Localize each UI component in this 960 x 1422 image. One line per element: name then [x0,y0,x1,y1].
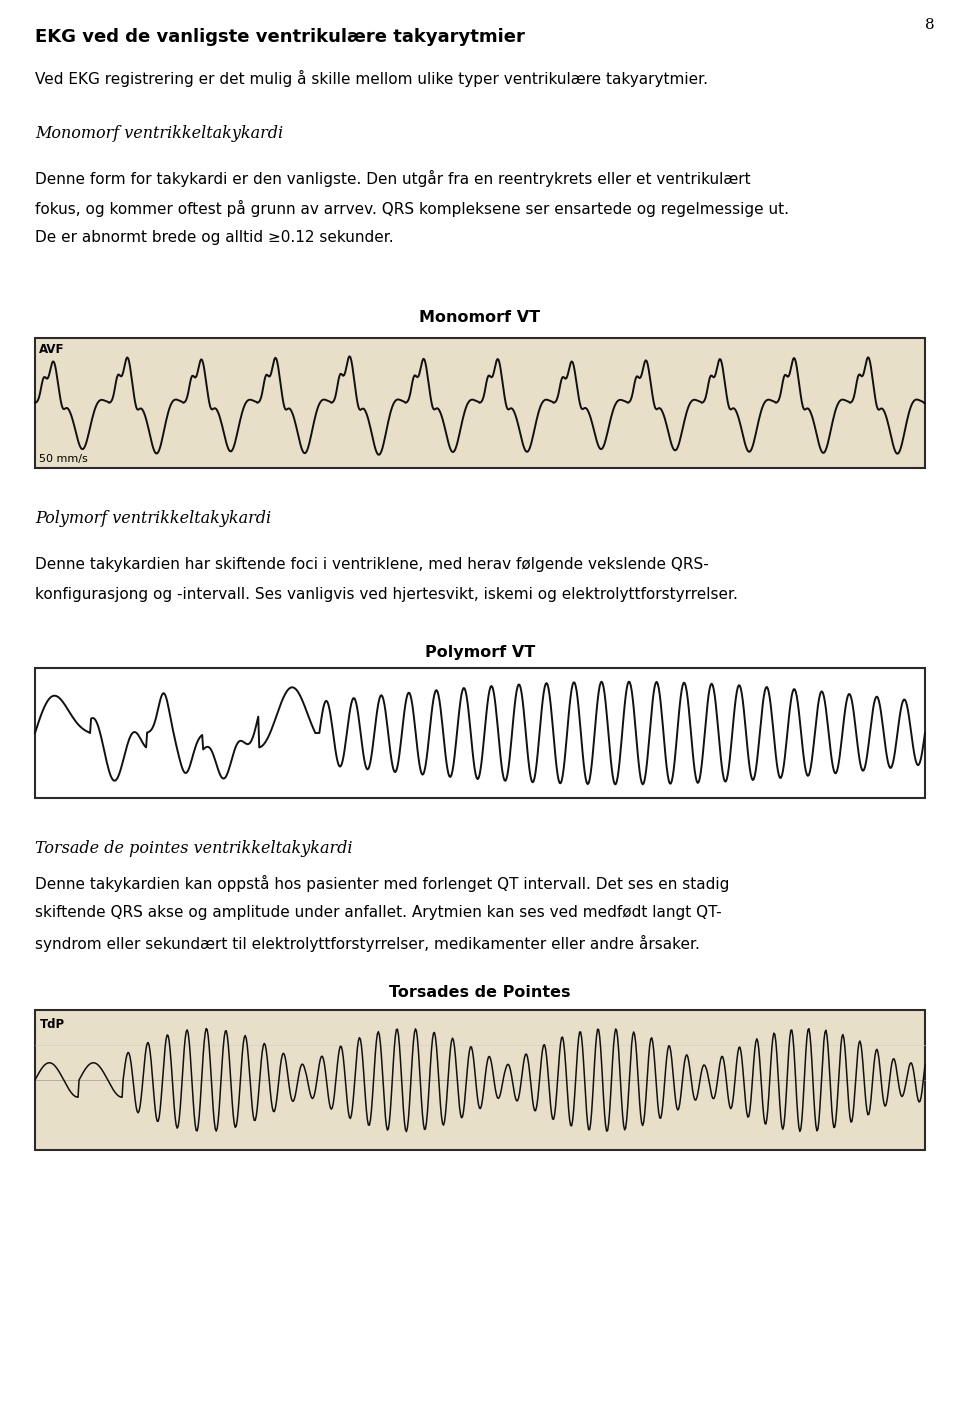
Text: syndrom eller sekundært til elektrolyttforstyrrelser, medikamenter eller andre å: syndrom eller sekundært til elektrolyttf… [35,936,700,951]
Text: Denne takykardien kan oppstå hos pasienter med forlenget QT intervall. Det ses e: Denne takykardien kan oppstå hos pasient… [35,875,730,892]
Bar [35,1010,925,1150]
Text: Polymorf VT: Polymorf VT [425,646,535,660]
Text: Polymorf ventrikkeltakykardi: Polymorf ventrikkeltakykardi [35,510,271,528]
Text: skiftende QRS akse og amplitude under anfallet. Arytmien kan ses ved medfødt lan: skiftende QRS akse og amplitude under an… [35,904,722,920]
Text: 50 mm/s: 50 mm/s [39,454,87,464]
Text: 8: 8 [925,18,935,33]
Text: Denne takykardien har skiftende foci i ventriklene, med herav følgende vekslende: Denne takykardien har skiftende foci i v… [35,557,708,572]
Text: konfigurasjong og -intervall. Ses vanligvis ved hjertesvikt, iskemi og elektroly: konfigurasjong og -intervall. Ses vanlig… [35,587,738,602]
Bar [35,668,925,798]
Text: EKG ved de vanligste ventrikulære takyarytmier: EKG ved de vanligste ventrikulære takyar… [35,28,525,46]
Text: Ved EKG registrering er det mulig å skille mellom ulike typer ventrikulære takya: Ved EKG registrering er det mulig å skil… [35,70,708,87]
Text: Monomorf VT: Monomorf VT [420,310,540,326]
Text: TdP: TdP [40,1018,65,1031]
Text: De er abnormt brede og alltid ≥0.12 sekunder.: De er abnormt brede og alltid ≥0.12 seku… [35,230,394,245]
Text: AVF: AVF [39,343,64,356]
Text: Monomorf ventrikkeltakykardi: Monomorf ventrikkeltakykardi [35,125,283,142]
Text: fokus, og kommer oftest på grunn av arrvev. QRS kompleksene ser ensartede og reg: fokus, og kommer oftest på grunn av arrv… [35,201,789,218]
Text: Torsades de Pointes: Torsades de Pointes [389,985,571,1000]
Text: Denne form for takykardi er den vanligste. Den utgår fra en reentrykrets eller e: Denne form for takykardi er den vanligst… [35,171,751,188]
Text: Torsade de pointes ventrikkeltakykardi: Torsade de pointes ventrikkeltakykardi [35,840,352,857]
Bar [35,338,925,468]
